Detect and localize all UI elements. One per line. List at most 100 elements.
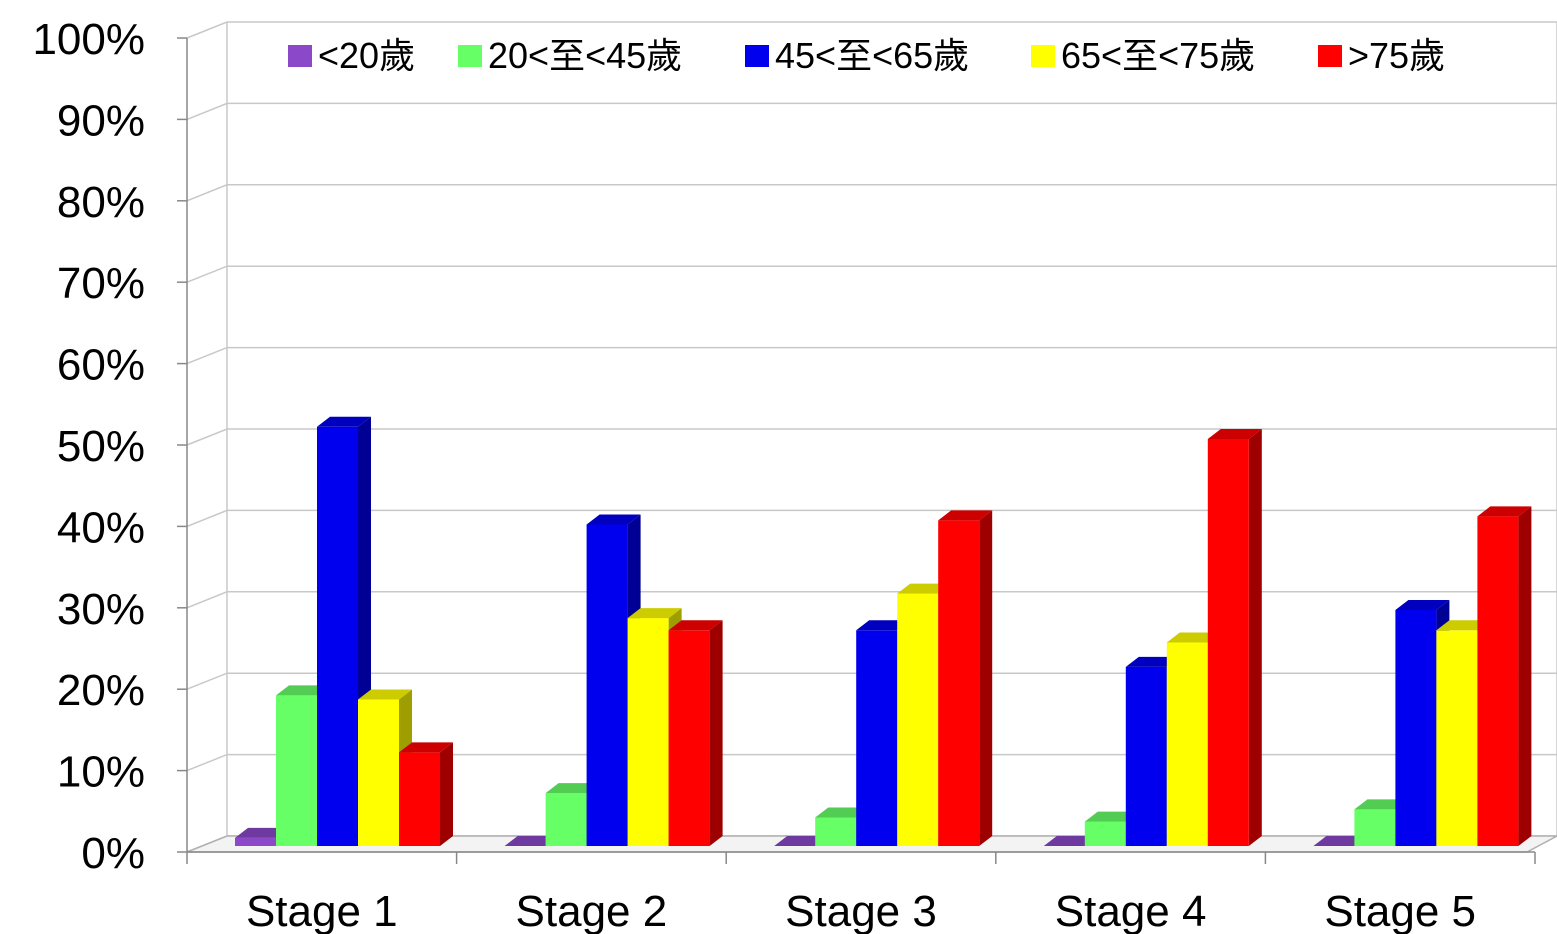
bar-top	[235, 827, 289, 838]
bar-front	[276, 695, 317, 846]
y-tick-label: 70%	[57, 259, 145, 308]
y-tick-label: 90%	[57, 96, 145, 145]
bar-front	[1477, 516, 1519, 846]
bar-top	[1313, 836, 1368, 846]
y-tick-label: 40%	[57, 503, 145, 552]
legend-swatch	[458, 45, 482, 67]
gridline	[186, 346, 1557, 365]
legend-swatch	[288, 45, 312, 67]
bar	[1043, 836, 1098, 846]
bar-top	[545, 783, 600, 794]
y-tick-label: 20%	[57, 666, 145, 715]
bar-front	[856, 630, 898, 846]
bar-top	[815, 807, 870, 818]
bar-top	[938, 510, 993, 521]
bar	[938, 510, 993, 846]
legend-item: <20歲	[288, 35, 415, 76]
bar-front	[815, 817, 857, 846]
bar-top	[586, 514, 641, 525]
bar	[317, 416, 371, 846]
axes	[177, 37, 1536, 864]
bar-front	[1084, 821, 1126, 846]
x-axis-categories: Stage 1 Stage 2 Stage 3 Stage 4 Stage 5	[246, 887, 1476, 934]
legend-label: >75歲	[1348, 35, 1445, 76]
bar-front	[627, 618, 669, 846]
y-tick-label: 60%	[57, 341, 145, 390]
bar-top	[276, 685, 330, 696]
legend-swatch	[1031, 45, 1055, 67]
bar-top	[1354, 799, 1409, 810]
bar-top	[1084, 811, 1139, 822]
legend-swatch	[745, 45, 769, 67]
bar-top	[627, 608, 682, 619]
bar	[774, 836, 829, 846]
y-tick-label: 50%	[57, 422, 145, 471]
legend: <20歲 20<至<45歲 45<至<65歲 65<至<75歲 >75歲	[288, 35, 1445, 76]
bar-top	[1043, 836, 1098, 846]
bar-top	[399, 742, 453, 753]
x-category-label: Stage 3	[785, 887, 937, 934]
gridline	[186, 591, 1557, 609]
bar-top	[1207, 429, 1262, 439]
legend-label: 65<至<75歲	[1061, 35, 1255, 76]
bar-top	[897, 583, 952, 594]
bar	[399, 742, 453, 846]
gridline	[186, 428, 1557, 446]
bar-top	[358, 689, 412, 700]
y-tick-label: 10%	[57, 748, 145, 797]
bar-front	[938, 520, 980, 846]
legend-item: 65<至<75歲	[1031, 35, 1255, 76]
x-category-label: Stage 4	[1055, 887, 1207, 934]
bar-front	[1125, 666, 1167, 846]
bar-front	[897, 593, 939, 846]
bars	[235, 416, 1532, 846]
bar-side	[1518, 506, 1532, 846]
bar-top	[504, 836, 559, 846]
bar-front	[1166, 642, 1208, 846]
bar	[668, 620, 723, 846]
x-category-label: Stage 2	[516, 887, 668, 934]
bar-side	[979, 510, 993, 846]
bar-top	[1477, 506, 1532, 517]
y-tick-label: 30%	[57, 585, 145, 634]
bar-side	[440, 742, 453, 846]
legend-label: 20<至<45歲	[488, 35, 682, 76]
legend-label: <20歲	[318, 35, 415, 76]
bar	[1207, 429, 1262, 846]
legend-item: >75歲	[1318, 35, 1445, 76]
bar	[1313, 836, 1368, 846]
bar-front	[317, 426, 358, 846]
bar-top	[1166, 632, 1221, 643]
gridline	[186, 265, 1557, 283]
bar-front	[1436, 630, 1478, 846]
bar-front	[1207, 439, 1249, 846]
bar-top	[856, 620, 911, 631]
bar-front	[545, 793, 587, 846]
bar-top	[1395, 599, 1450, 610]
bar	[504, 836, 559, 846]
bar-top	[668, 620, 723, 631]
bar-front	[235, 837, 276, 846]
legend-item: 45<至<65歲	[745, 35, 969, 76]
y-tick-label: 80%	[57, 178, 145, 227]
gridline	[186, 509, 1557, 528]
bar-top	[774, 836, 829, 846]
x-category-label: Stage 5	[1324, 887, 1476, 934]
bar-top	[317, 416, 371, 427]
gridline	[186, 102, 1557, 121]
bar-side	[709, 620, 723, 846]
gridline	[186, 184, 1557, 202]
y-tick-label: 0%	[81, 829, 145, 878]
y-tick-label: 100%	[32, 15, 145, 64]
bar-top	[1125, 656, 1180, 667]
legend-item: 20<至<45歲	[458, 35, 682, 76]
bar-front	[1354, 809, 1396, 846]
bar-top	[1436, 620, 1491, 631]
x-category-label: Stage 1	[246, 887, 398, 934]
legend-label: 45<至<65歲	[775, 35, 969, 76]
bar-front	[399, 752, 440, 846]
bar-front	[358, 699, 399, 846]
y-axis-ticks: 0% 10% 20% 30% 40% 50% 60% 70% 80% 90% 100%	[32, 15, 145, 878]
bar	[1477, 506, 1532, 846]
